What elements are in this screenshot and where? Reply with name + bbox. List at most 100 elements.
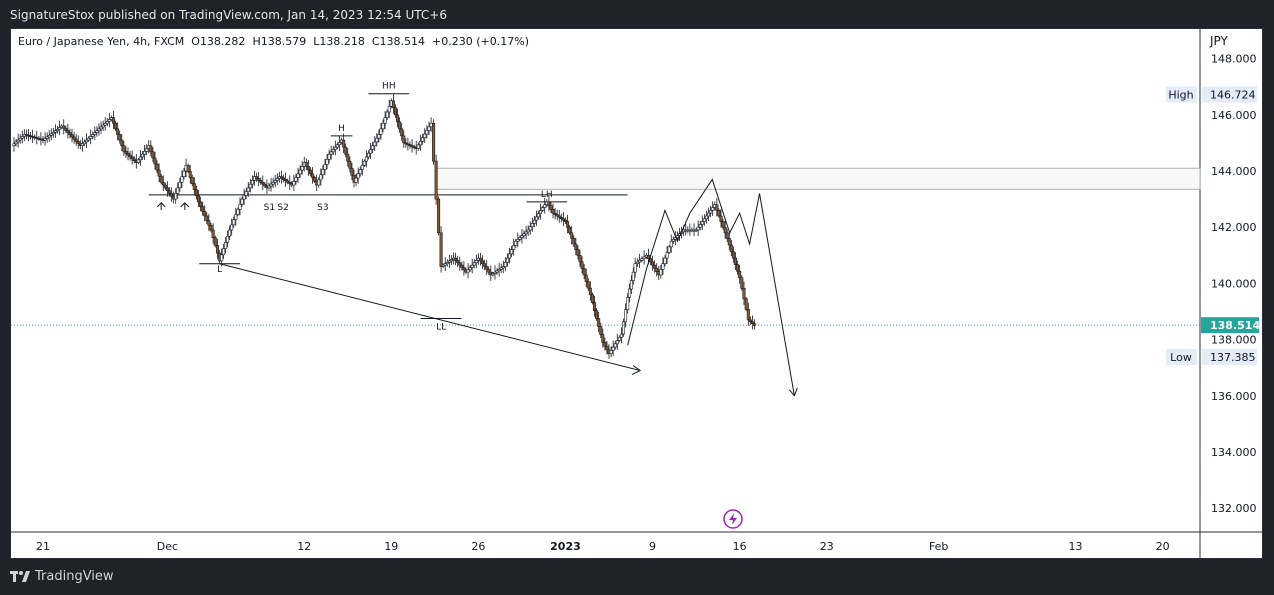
x-tick-label: 21	[36, 540, 50, 553]
x-tick-label: 16	[733, 540, 747, 553]
candle-body	[367, 152, 371, 158]
candle-body	[271, 181, 275, 185]
candle-body	[296, 173, 300, 178]
candle-body	[633, 263, 637, 273]
y-tick-label: 144.000	[1211, 165, 1257, 178]
candle-body	[319, 174, 323, 181]
candle-body	[563, 219, 567, 222]
candle-body	[311, 173, 315, 178]
candle-body	[346, 153, 350, 162]
candle-body	[128, 154, 132, 158]
candle-body	[593, 302, 597, 311]
candle-body	[748, 319, 752, 323]
structure-label-ll: LL	[436, 323, 446, 333]
candle-body	[240, 198, 244, 205]
candle-body	[499, 267, 503, 270]
projection-path[interactable]	[627, 178, 795, 396]
candle-body	[153, 157, 157, 165]
candle-body	[257, 178, 261, 181]
low-label: L	[313, 35, 320, 48]
candle-body	[723, 226, 727, 234]
candle-body	[441, 264, 445, 267]
candle-body	[68, 132, 72, 136]
candle-body	[180, 176, 184, 183]
candle-body	[344, 146, 348, 155]
candle-body	[667, 246, 671, 253]
candle-body	[342, 139, 346, 148]
candle-body	[273, 180, 277, 183]
candle-body	[118, 134, 122, 141]
candle-body	[286, 180, 290, 183]
candle-body	[729, 244, 733, 252]
top-bar: SignatureStox published on TradingView.c…	[0, 0, 1274, 28]
candle-body	[294, 177, 298, 182]
candle-body	[111, 117, 115, 124]
x-tick-label: 2023	[550, 540, 581, 553]
trendline[interactable]	[219, 263, 641, 371]
low-value-label: 137.385	[1210, 351, 1256, 364]
resistance-zone[interactable]	[435, 167, 1201, 190]
low-value: 138.218	[319, 35, 365, 48]
candle-body	[468, 267, 472, 271]
candle-body	[635, 261, 639, 265]
candle-body	[406, 143, 410, 146]
y-tick-label: 142.000	[1211, 221, 1257, 234]
candle-body	[510, 249, 514, 255]
candle-body	[460, 264, 464, 268]
candle-body	[454, 257, 458, 261]
candle-body	[491, 273, 495, 276]
candle-body	[298, 169, 302, 175]
candle-body	[651, 261, 655, 266]
candle-body	[655, 268, 659, 272]
candle-body	[456, 260, 460, 264]
candle-body	[49, 133, 53, 136]
candle-body	[375, 137, 379, 143]
open-label: O	[191, 35, 200, 48]
candle-body	[222, 248, 226, 256]
candle-body	[487, 269, 491, 273]
candle-body	[64, 127, 68, 131]
candle-body	[362, 160, 366, 166]
candle-body	[553, 212, 557, 215]
candle-body	[541, 207, 545, 211]
candle-body	[387, 106, 391, 113]
candle-body	[445, 262, 449, 265]
candle-body	[207, 220, 211, 226]
candle-body	[434, 160, 438, 200]
candle-body	[597, 318, 601, 327]
candle-body	[126, 152, 130, 156]
candle-body	[653, 264, 657, 269]
projection-arrowhead	[788, 387, 798, 397]
candle-body	[731, 251, 735, 259]
candle-body	[203, 210, 207, 217]
candle-body	[18, 137, 22, 141]
candle-body	[493, 271, 497, 274]
candle-body	[425, 130, 429, 135]
candle-body	[474, 260, 478, 264]
candle-body	[20, 136, 24, 139]
chart-frame[interactable]	[10, 28, 1263, 559]
candle-body	[306, 166, 310, 171]
candle-body	[209, 225, 213, 231]
candle-body	[369, 149, 373, 154]
candle-body	[70, 134, 74, 138]
candle-body	[601, 334, 605, 343]
candle-body	[246, 187, 250, 192]
candle-body	[197, 195, 201, 203]
candle-body	[279, 176, 283, 179]
candle-body	[559, 217, 563, 220]
candle-body	[547, 201, 551, 206]
candle-body	[404, 142, 408, 145]
candle-body	[379, 128, 383, 135]
candle-body	[138, 156, 142, 161]
candle-body	[439, 232, 443, 267]
candle-body	[250, 180, 254, 185]
candle-body	[373, 141, 377, 147]
candle-body	[95, 130, 99, 133]
candle-body	[543, 204, 547, 208]
y-tick-label: 132.000	[1211, 502, 1257, 515]
candle-body	[228, 229, 232, 237]
tradingview-brand[interactable]: TradingView	[10, 569, 114, 584]
candle-body	[503, 262, 507, 267]
